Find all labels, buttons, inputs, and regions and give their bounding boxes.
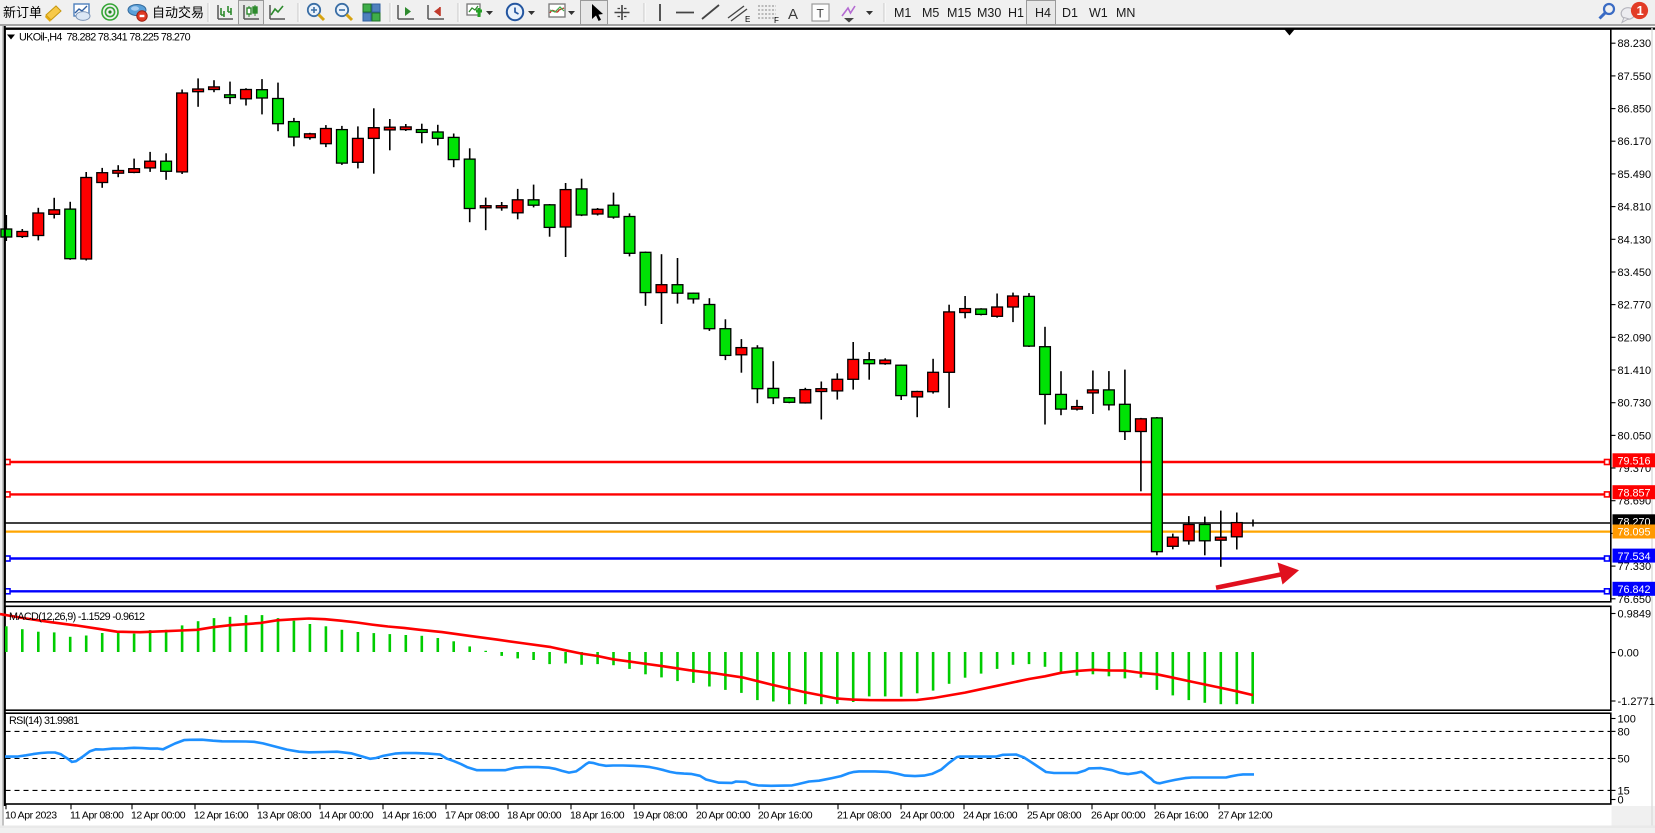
svg-text:86.170: 86.170 xyxy=(1618,136,1652,148)
svg-text:18 Apr 00:00: 18 Apr 00:00 xyxy=(507,810,562,822)
svg-text:78.857: 78.857 xyxy=(1618,487,1651,499)
svg-text:MACD(12,26,9) -1.1529 -0.9612: MACD(12,26,9) -1.1529 -0.9612 xyxy=(9,611,145,623)
svg-text:-1.2771: -1.2771 xyxy=(1618,696,1655,708)
svg-text:17 Apr 08:00: 17 Apr 08:00 xyxy=(445,810,500,822)
svg-text:27 Apr 12:00: 27 Apr 12:00 xyxy=(1218,810,1273,822)
svg-text:79.516: 79.516 xyxy=(1618,456,1651,468)
svg-text:100: 100 xyxy=(1618,714,1636,726)
svg-text:A: A xyxy=(788,6,798,23)
svg-text:88.230: 88.230 xyxy=(1618,38,1652,50)
svg-text:80: 80 xyxy=(1618,726,1630,738)
svg-text:50: 50 xyxy=(1618,754,1630,766)
svg-text:21 Apr 08:00: 21 Apr 08:00 xyxy=(837,810,892,822)
svg-text:0: 0 xyxy=(1618,795,1624,807)
svg-text:19 Apr 08:00: 19 Apr 08:00 xyxy=(633,810,688,822)
svg-text:UKOil-,H4 78.282 78.341 78.22: UKOil-,H4 78.282 78.341 78.225 78.270 xyxy=(19,32,191,44)
svg-text:自动交易: 自动交易 xyxy=(152,5,204,20)
svg-text:83.450: 83.450 xyxy=(1618,267,1652,279)
svg-text:M1: M1 xyxy=(894,6,911,20)
svg-text:W1: W1 xyxy=(1089,6,1108,20)
svg-text:26 Apr 16:00: 26 Apr 16:00 xyxy=(1154,810,1209,822)
svg-text:82.770: 82.770 xyxy=(1618,300,1652,312)
svg-text:81.410: 81.410 xyxy=(1618,365,1652,377)
svg-text:M15: M15 xyxy=(947,6,971,20)
svg-text:E: E xyxy=(745,15,750,24)
svg-text:76.842: 76.842 xyxy=(1618,584,1651,596)
svg-text:84.130: 84.130 xyxy=(1618,234,1652,246)
svg-text:H4: H4 xyxy=(1035,6,1051,20)
svg-text:RSI(14) 31.9981: RSI(14) 31.9981 xyxy=(9,715,79,727)
svg-text:80.730: 80.730 xyxy=(1618,398,1652,410)
svg-text:82.090: 82.090 xyxy=(1618,332,1652,344)
svg-text:10 Apr 2023: 10 Apr 2023 xyxy=(5,810,57,822)
svg-text:14 Apr 00:00: 14 Apr 00:00 xyxy=(319,810,374,822)
svg-text:T: T xyxy=(817,7,825,21)
svg-text:20 Apr 00:00: 20 Apr 00:00 xyxy=(696,810,751,822)
svg-text:12 Apr 16:00: 12 Apr 16:00 xyxy=(194,810,249,822)
svg-text:H1: H1 xyxy=(1008,6,1024,20)
svg-text:24 Apr 00:00: 24 Apr 00:00 xyxy=(900,810,955,822)
svg-text:0.00: 0.00 xyxy=(1618,648,1639,660)
svg-text:0.9849: 0.9849 xyxy=(1618,609,1652,621)
svg-text:F: F xyxy=(774,16,779,25)
svg-text:20 Apr 16:00: 20 Apr 16:00 xyxy=(758,810,813,822)
svg-text:77.330: 77.330 xyxy=(1618,561,1652,573)
svg-text:78.095: 78.095 xyxy=(1618,527,1651,539)
svg-text:11 Apr 08:00: 11 Apr 08:00 xyxy=(70,810,124,822)
svg-text:13 Apr 08:00: 13 Apr 08:00 xyxy=(257,810,312,822)
svg-text:77.534: 77.534 xyxy=(1618,551,1651,563)
svg-text:24 Apr 16:00: 24 Apr 16:00 xyxy=(963,810,1018,822)
svg-text:14 Apr 16:00: 14 Apr 16:00 xyxy=(382,810,437,822)
svg-text:12 Apr 00:00: 12 Apr 00:00 xyxy=(131,810,186,822)
svg-text:87.550: 87.550 xyxy=(1618,71,1652,83)
svg-text:D1: D1 xyxy=(1062,6,1078,20)
svg-text:18 Apr 16:00: 18 Apr 16:00 xyxy=(570,810,625,822)
svg-text:85.490: 85.490 xyxy=(1618,169,1652,181)
svg-text:M5: M5 xyxy=(922,6,939,20)
svg-text:86.850: 86.850 xyxy=(1618,104,1652,116)
svg-text:84.810: 84.810 xyxy=(1618,202,1652,214)
svg-text:M30: M30 xyxy=(977,6,1001,20)
svg-text:MN: MN xyxy=(1116,6,1135,20)
svg-text:1: 1 xyxy=(1637,3,1644,18)
svg-text:80.050: 80.050 xyxy=(1618,430,1652,442)
svg-text:25 Apr 08:00: 25 Apr 08:00 xyxy=(1027,810,1082,822)
svg-text:26 Apr 00:00: 26 Apr 00:00 xyxy=(1091,810,1146,822)
svg-text:新订单: 新订单 xyxy=(3,5,42,20)
